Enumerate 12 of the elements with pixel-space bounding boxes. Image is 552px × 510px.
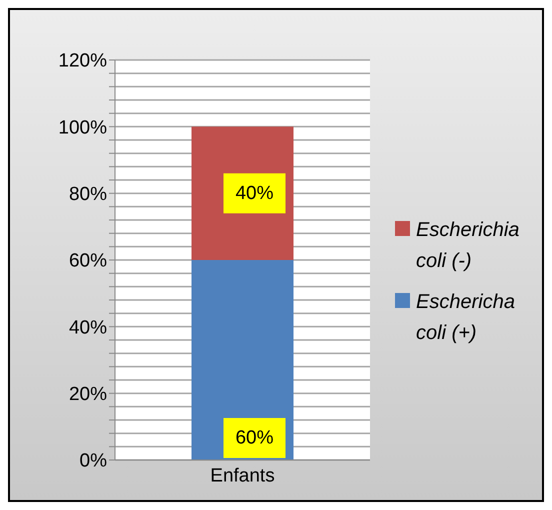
y-tick-label: 40% <box>68 317 108 338</box>
y-tick-label: 120% <box>58 50 108 72</box>
legend-label: Escherichia coli (-) <box>416 218 520 274</box>
x-tick-label: Enfants <box>210 465 275 486</box>
y-tick-label: 0% <box>80 450 108 472</box>
y-tick-label: 60% <box>68 250 108 272</box>
y-tick-label: 100% <box>58 117 108 138</box>
data-label: 60% <box>235 428 274 448</box>
y-tick-label: 20% <box>68 384 108 406</box>
legend-label: Eschericha coli (+) <box>416 290 516 346</box>
y-tick-label: 80% <box>68 184 108 206</box>
data-label: 40% <box>235 182 274 204</box>
